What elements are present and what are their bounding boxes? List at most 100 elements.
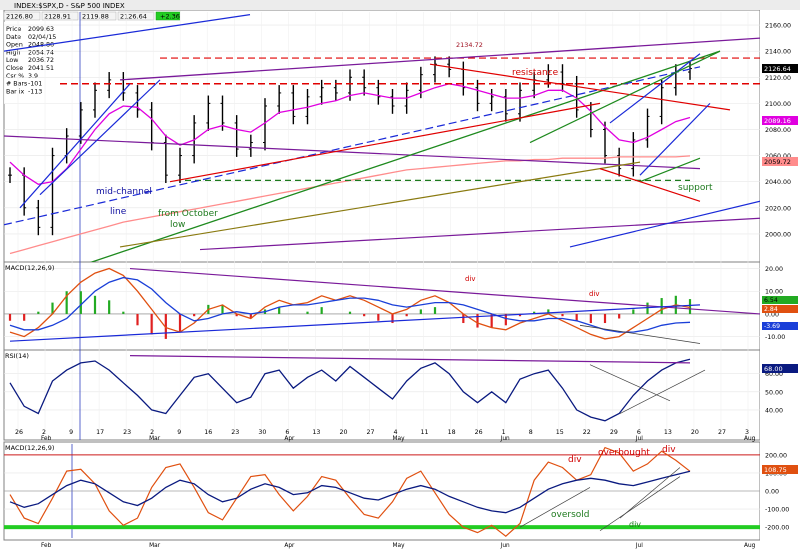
xtick-21: 22	[583, 429, 591, 436]
xtick-10: 6	[285, 429, 289, 436]
xtick-20: 15	[556, 429, 564, 436]
lower-div-label-3: div	[629, 520, 641, 529]
xmonth-2: Apr	[284, 436, 295, 442]
badge-price: 2126.64	[764, 65, 791, 73]
from-october-label: from October	[158, 209, 218, 219]
macd-ytick-3: -10.00	[765, 334, 785, 341]
xmonth-lower-3: May	[393, 543, 406, 549]
from-october-label-2: low	[170, 220, 185, 230]
blue-channel-upper	[4, 13, 251, 52]
macd-ytick-1: 10.00	[765, 289, 783, 296]
red-descending-resistance	[429, 63, 731, 111]
lower-wedge-1	[519, 487, 591, 528]
price-ytick-0: 2000.00	[765, 231, 791, 238]
rsi-title: RSI(14)	[5, 352, 29, 360]
green-wedge-upper	[529, 50, 721, 144]
xmonth-lower-5: Jul	[635, 543, 643, 549]
xmonth-lower-1: Mar	[149, 543, 161, 549]
badge-ma-short: 2089.16	[764, 117, 791, 125]
lower-ytick-2: 0.00	[765, 489, 779, 496]
ohlc-high: 2128.91	[44, 13, 71, 21]
mid-channel-line	[4, 66, 701, 226]
xmonth-lower-6: Aug	[744, 543, 756, 549]
info-label-5: Close	[6, 65, 23, 72]
oversold-label: oversold	[551, 510, 589, 520]
info-value-8: -113	[28, 88, 42, 95]
price-ytick-7: 2140.00	[765, 49, 791, 56]
xtick-16: 18	[448, 429, 456, 436]
purple-upper-channel	[119, 37, 760, 81]
lower-signal-line	[9, 470, 691, 514]
lower-wedge-3	[619, 467, 681, 519]
info-value-0: 2099.63	[28, 26, 54, 33]
info-box: Price2099.63Date02/04/15Open2048.86High2…	[4, 22, 56, 104]
xtick-18: 1	[502, 429, 506, 436]
ohlc-open: 2126.80	[6, 13, 33, 21]
info-value-1: 02/04/15	[28, 34, 56, 41]
value-badges: 2126.64 2089.16 2059.72 6.54 2.84 -3.69 …	[762, 64, 798, 474]
blue-rally-channel-2	[609, 53, 701, 124]
red-wedge-lower	[599, 168, 701, 202]
rsi-div-trend	[129, 355, 691, 364]
xmonth-6: Aug	[744, 436, 756, 442]
badge-lower-macd: 108.75	[764, 466, 787, 474]
xtick-2: 9	[69, 429, 73, 436]
info-label-3: High	[6, 49, 20, 56]
support-label: support	[678, 183, 713, 193]
ohlc-row: 2126.80 2128.91 2119.88 2126.64 +2.36	[3, 11, 181, 21]
right-axis-area	[760, 10, 800, 542]
resistance-label: resistance	[512, 68, 559, 78]
change-badge: +2.36	[160, 13, 180, 21]
header-bar: INDEX:$SPX,D - S&P 500 INDEX	[0, 0, 800, 10]
macd-title: MACD(12,26,9)	[5, 264, 54, 272]
info-value-4: 2036.72	[28, 57, 54, 64]
price-ytick-5: 2100.00	[765, 101, 791, 108]
badge-ma-long: 2059.72	[764, 158, 791, 166]
xmonth-3: May	[393, 436, 406, 442]
price-ytick-1: 2020.00	[765, 205, 791, 212]
price-ytick-4: 2080.00	[765, 127, 791, 134]
xmonth-5: Jul	[635, 436, 643, 442]
rsi-ytick-0: 60.00	[765, 371, 783, 378]
xtick-24: 13	[664, 429, 672, 436]
badge-macd-hist: 6.54	[764, 297, 778, 304]
xmonth-4: Jun	[500, 436, 510, 442]
macd-ytick-2: 0.00	[765, 311, 779, 318]
green-rally-line	[639, 157, 701, 183]
xmonth-lower-4: Jun	[500, 543, 510, 549]
xtick-23: 6	[637, 429, 641, 436]
xtick-6: 9	[177, 429, 181, 436]
mid-channel-label-2: line	[110, 207, 127, 217]
red-rising-trend	[169, 102, 601, 183]
info-label-6: Csr %	[6, 73, 24, 80]
blue-rally-channel	[639, 102, 711, 176]
xtick-3: 17	[96, 429, 104, 436]
rsi-wedge-2	[619, 369, 706, 414]
macd-lower-trend	[579, 324, 701, 344]
info-value-6: 3.9	[28, 73, 38, 80]
macd-signal-line	[9, 276, 691, 333]
xtick-5: 2	[150, 429, 154, 436]
lower-div-label-1: div	[568, 455, 582, 465]
xmonth-lower-0: Feb	[41, 543, 52, 549]
blue-up-channel-2	[39, 79, 161, 196]
xtick-11: 13	[312, 429, 320, 436]
info-label-4: Low	[6, 57, 18, 64]
macd-div-label-2: div	[589, 290, 600, 298]
xtick-1: 2	[42, 429, 46, 436]
price-ytick-8: 2160.00	[765, 23, 791, 30]
olive-trend	[119, 161, 641, 248]
xtick-9: 30	[258, 429, 266, 436]
rsi-line	[9, 358, 691, 422]
info-label-8: Bar ix	[6, 88, 25, 95]
macd-ytick-0: 20.00	[765, 266, 783, 273]
oversold-band	[4, 525, 760, 530]
badge-macd-signal: -3.69	[764, 323, 780, 330]
xtick-27: 3	[745, 429, 749, 436]
lower-ytick-3: -100.00	[765, 507, 789, 514]
xmonth-lower-2: Apr	[284, 543, 295, 549]
xtick-0: 26	[15, 429, 23, 436]
ohlc-low: 2119.88	[82, 13, 109, 21]
badge-macd-line: 2.84	[764, 306, 778, 313]
mid-channel-label: mid-channel	[96, 187, 152, 197]
